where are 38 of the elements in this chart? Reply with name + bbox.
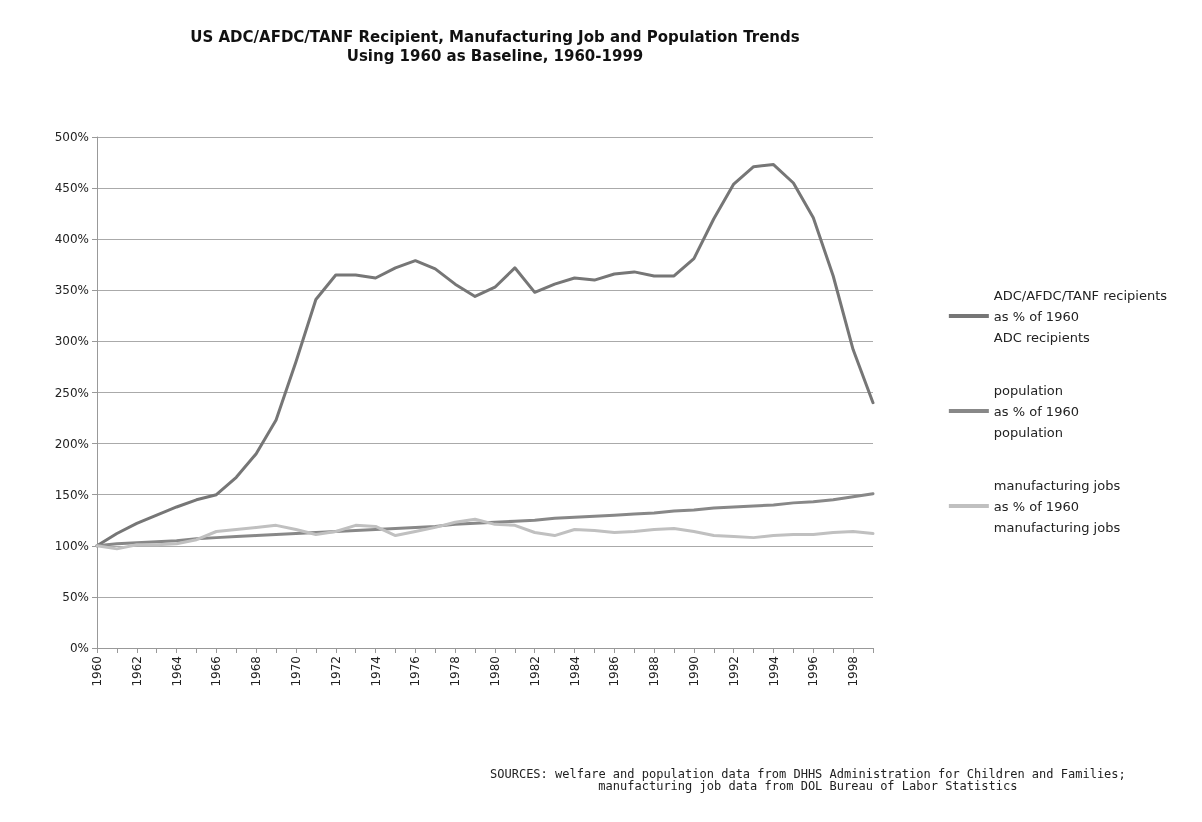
source-note: SOURCES: welfare and population data from DHHS Administration for Children and Families; manufacturing job data from DOL Bureau of Labor Statistics [490, 767, 1126, 793]
y-tick-label: 200% [54, 436, 89, 451]
line-series [95, 517, 875, 551]
x-tick-label: 1980 [487, 656, 502, 687]
legend-label: manufacturing jobs as % of 1960 manufacturing jobs [993, 477, 1121, 535]
legend-label: ADC/AFDC/TANF recipients as % of 1960 ADC recipients [993, 287, 1168, 345]
y-tick-label: 100% [54, 538, 89, 553]
y-tick-label: 500% [54, 130, 89, 144]
x-tick-label: 1970 [288, 656, 303, 687]
legend-label: population as % of 1960 population [993, 382, 1079, 440]
x-tick-label: 1982 [527, 656, 542, 687]
line-series [95, 163, 875, 548]
x-tick-label: 1960 [90, 656, 104, 687]
x-tick-label: 1996 [806, 656, 821, 687]
x-tick-label: 1968 [249, 656, 264, 687]
y-tick-label: 150% [54, 487, 89, 502]
y-tick-label: 450% [54, 181, 89, 196]
x-tick-label: 1978 [448, 656, 463, 687]
y-tick-label: 350% [54, 283, 89, 298]
x-tick-label: 1984 [567, 656, 582, 687]
x-tick-label: 1986 [607, 656, 622, 687]
x-tick-label: 1998 [846, 656, 861, 687]
x-tick-label: 1966 [209, 656, 224, 687]
chart-title: US ADC/AFDC/TANF Recipient, Manufacturing Job and Population Trends Using 1960 as Baseline, 1960-1999 [190, 27, 800, 65]
x-tick-label: 1974 [368, 656, 383, 687]
x-tick-label: 1990 [686, 656, 701, 687]
x-tick-label: 1964 [169, 656, 184, 687]
x-tick-label: 1972 [328, 656, 343, 687]
x-tick-label: 1962 [129, 656, 144, 687]
x-tick-label: 1994 [766, 656, 781, 687]
y-tick-label: 250% [54, 385, 89, 400]
y-tick-label: 0% [69, 641, 89, 655]
y-tick-label: 400% [54, 232, 89, 247]
x-tick-label: 1976 [408, 656, 423, 687]
y-tick-label: 300% [54, 334, 89, 349]
y-tick-label: 50% [62, 589, 89, 604]
x-tick-label: 1988 [647, 656, 662, 687]
x-tick-label: 1992 [726, 656, 741, 687]
